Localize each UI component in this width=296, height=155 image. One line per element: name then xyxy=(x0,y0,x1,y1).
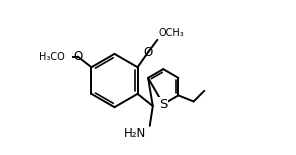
Text: O: O xyxy=(144,46,153,58)
Text: OCH₃: OCH₃ xyxy=(158,28,184,38)
Text: S: S xyxy=(159,98,168,111)
Text: H₂N: H₂N xyxy=(124,127,146,140)
Text: O: O xyxy=(73,50,82,63)
Text: H₃CO: H₃CO xyxy=(39,52,65,62)
